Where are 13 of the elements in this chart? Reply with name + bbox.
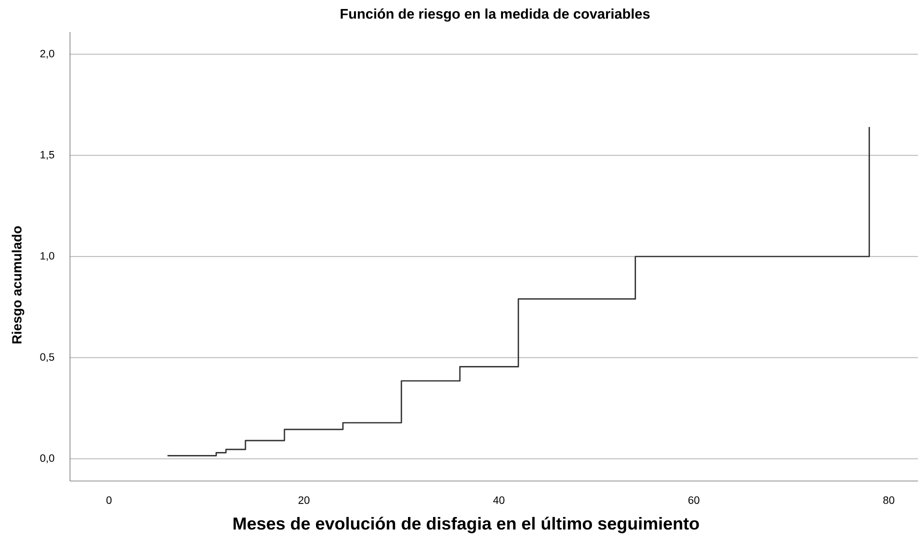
- y-tick-label: 1,5: [40, 151, 54, 160]
- x-tick-label: 0: [106, 496, 112, 504]
- x-tick-label: 60: [688, 496, 700, 504]
- y-tick-label: 1,0: [40, 252, 54, 261]
- y-tick-label: 2,0: [40, 50, 54, 59]
- x-axis-title: Meses de evolución de disfagia en el último seguimiento: [234, 516, 699, 534]
- x-tick-label: 80: [883, 496, 894, 504]
- y-tick-label: 0,0: [40, 454, 54, 464]
- x-tick-label: 40: [493, 496, 504, 504]
- x-tick-label: 20: [298, 496, 310, 504]
- y-tick-label: 0,5: [40, 353, 54, 362]
- y-axis-title: Riesgo acumulado: [12, 226, 24, 344]
- chart-title: Función de riesgo en la medida de covariables: [340, 8, 650, 22]
